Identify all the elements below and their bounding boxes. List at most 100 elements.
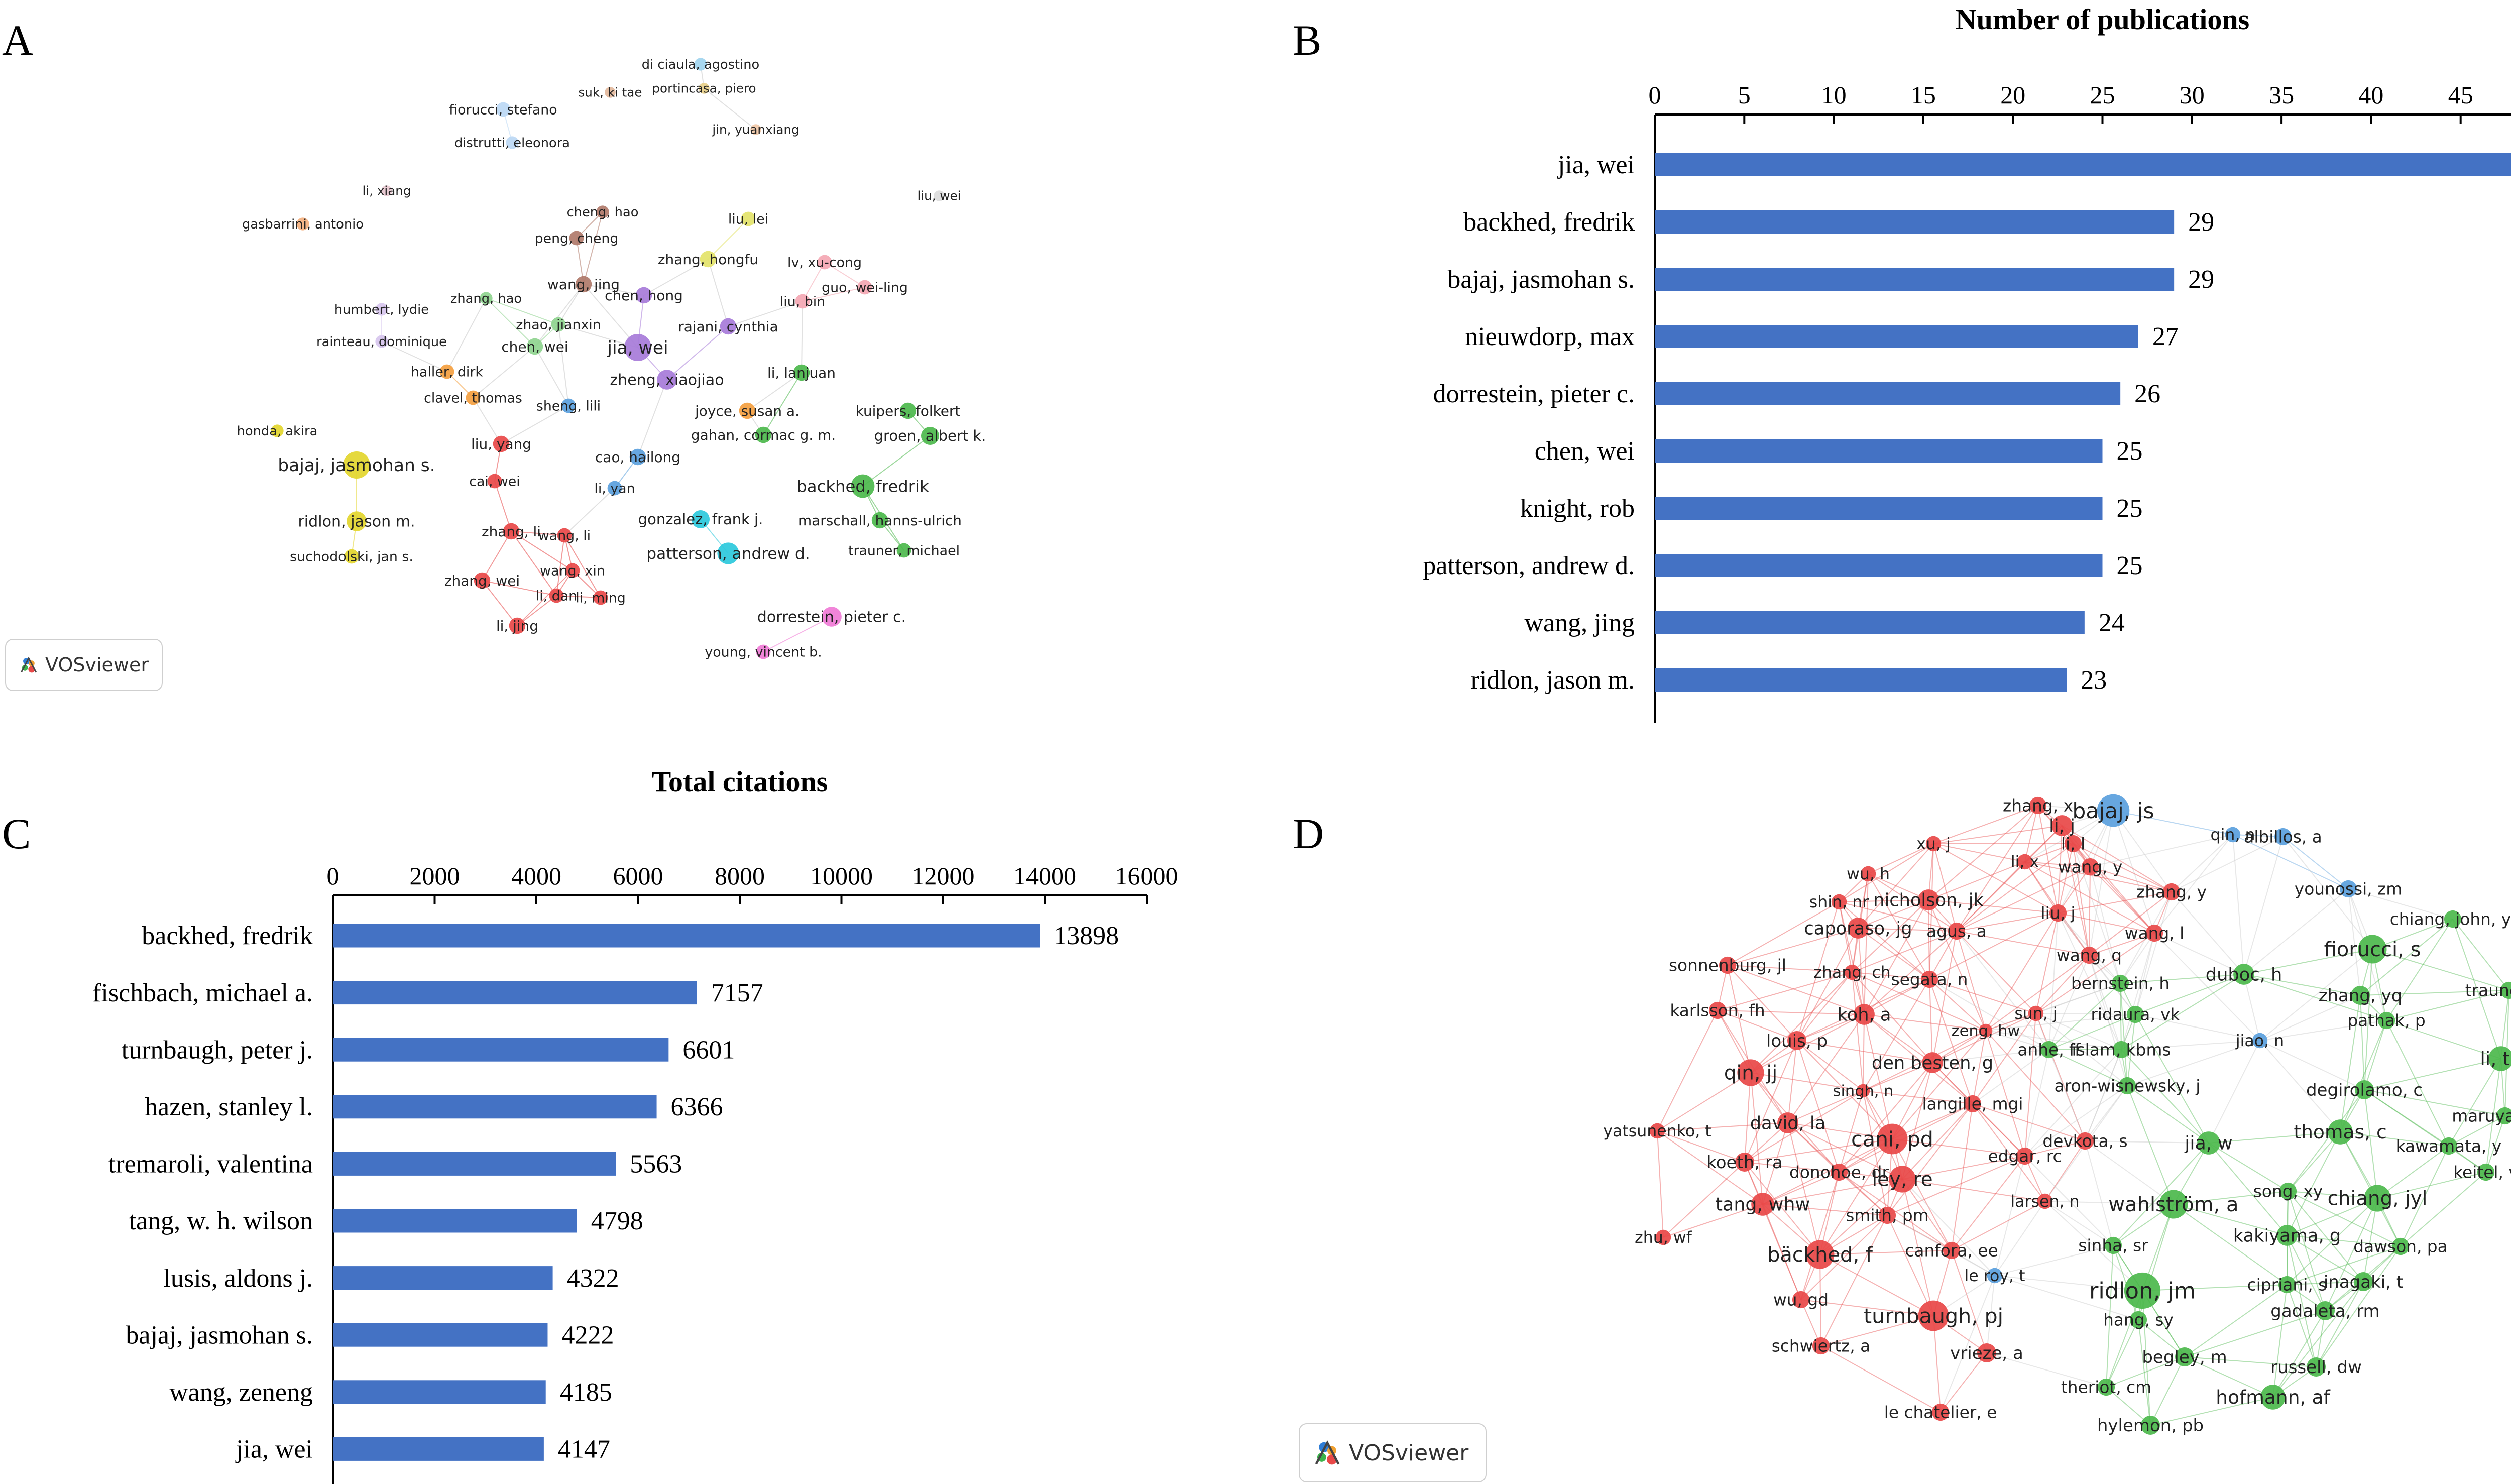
category-label: tang, w. h. wilson xyxy=(129,1207,313,1235)
node-label: vrieze, a xyxy=(1950,1343,2023,1363)
network-edge xyxy=(2348,888,2361,996)
network-edge xyxy=(482,531,512,581)
node-label: zhang, yq xyxy=(2319,986,2403,1006)
network-edge xyxy=(1887,1156,2025,1216)
network-edge xyxy=(1819,1254,1821,1346)
node-label: li, xiang xyxy=(363,184,411,198)
network-node xyxy=(795,294,810,309)
network-edge xyxy=(2400,1146,2449,1247)
network-node xyxy=(1920,970,1938,988)
network-node xyxy=(1848,918,1869,939)
network-node xyxy=(2097,1378,2115,1396)
node-label: cheng, hao xyxy=(567,205,639,220)
network-edge xyxy=(2372,949,2509,991)
network-edge xyxy=(1985,955,2090,1031)
data-label: 7157 xyxy=(711,979,763,1007)
network-edge xyxy=(1839,901,1957,932)
network-node xyxy=(1787,1031,1806,1050)
node-label: jia, w xyxy=(2184,1132,2232,1154)
network-edge xyxy=(1858,928,1930,980)
bar xyxy=(333,1266,553,1290)
network-edge xyxy=(2316,1246,2401,1367)
network-edge xyxy=(2272,1281,2364,1398)
node-label: peng, cheng xyxy=(535,231,619,246)
network-edge xyxy=(1839,1062,1933,1173)
network-edge xyxy=(558,324,569,406)
node-label: chiang, john, yl xyxy=(2390,909,2511,929)
network-edge xyxy=(1933,843,1957,932)
network-edge xyxy=(1744,1040,1797,1163)
network-node xyxy=(1792,1291,1810,1309)
node-label: marschall, hanns-ulrich xyxy=(798,512,962,529)
node-label: wang, l xyxy=(2125,924,2185,943)
network-edge xyxy=(2171,891,2244,975)
node-label: humbert, lydie xyxy=(334,302,429,317)
network-node xyxy=(474,572,491,589)
node-label: duboc, h xyxy=(2206,964,2282,985)
network-edge xyxy=(2035,1013,2136,1015)
node-label: shin, nr xyxy=(1809,893,1869,911)
network-edge xyxy=(2085,1140,2114,1246)
data-label: 4185 xyxy=(560,1378,612,1407)
network-node xyxy=(717,542,739,564)
network-node xyxy=(2197,1131,2220,1155)
network-edge xyxy=(704,88,756,130)
network-edge xyxy=(1744,1162,1820,1255)
network-edge xyxy=(1727,928,1859,966)
x-tick-label: 20 xyxy=(2000,81,2025,109)
network-edge xyxy=(1858,928,1865,1015)
citations-bar-chart: Total citations 0 2000 4000 6000 8000 10000 120… xyxy=(92,765,1178,1484)
network-node xyxy=(343,451,370,479)
network-edge xyxy=(1887,1215,1952,1251)
network-edge xyxy=(1796,901,1840,1041)
network-node xyxy=(271,424,284,437)
node-label: li, dan xyxy=(536,588,577,604)
network-edge xyxy=(2243,974,2260,1041)
network-edges xyxy=(1657,805,2509,1426)
node-label: di ciaula, agostino xyxy=(642,57,759,72)
node-label: bäckhed, f xyxy=(1767,1243,1873,1267)
network-edge xyxy=(2106,1245,2114,1388)
network-edge xyxy=(1744,1162,1801,1300)
network-edge xyxy=(1744,1138,1893,1163)
network-edge xyxy=(2288,1131,2341,1192)
network-edge xyxy=(2044,1201,2143,1291)
network-edge xyxy=(2364,1058,2501,1090)
node-label: tang, whw xyxy=(1716,1194,1810,1215)
network-node xyxy=(1925,836,1942,852)
network-edge xyxy=(1902,1179,1952,1251)
network-edge xyxy=(2085,1140,2209,1144)
node-label: le chatelier, e xyxy=(1884,1403,1997,1422)
network-node xyxy=(496,102,511,117)
network-edge xyxy=(2090,866,2121,984)
network-edge xyxy=(2135,974,2244,1015)
network-edge xyxy=(1892,1138,1952,1251)
network-edge xyxy=(1863,1090,1973,1104)
network-edge xyxy=(1985,912,2059,1031)
network-edge xyxy=(1868,873,1929,900)
bar xyxy=(333,1209,577,1233)
network-edge xyxy=(2024,1156,2114,1246)
network-node xyxy=(2358,935,2387,964)
network-node xyxy=(2488,1046,2511,1071)
node-label: segata, n xyxy=(1891,970,1968,989)
node-label: wang, xin xyxy=(540,563,605,579)
vosviewer-label: VOSviewer xyxy=(45,654,149,676)
network-edge xyxy=(2288,1089,2365,1192)
network-edge xyxy=(2035,983,2121,1014)
network-node xyxy=(2274,828,2292,846)
network-edge xyxy=(1852,931,1957,973)
network-node xyxy=(1931,1403,1950,1421)
category-label: backhed, fredrik xyxy=(1463,208,1635,237)
network-node xyxy=(2279,1182,2297,1200)
network-node xyxy=(1948,922,1966,940)
network-node xyxy=(2124,1272,2161,1309)
network-edge xyxy=(517,570,573,626)
network-edge xyxy=(2208,1131,2341,1144)
data-label: 25 xyxy=(2117,494,2143,523)
network-node xyxy=(2316,1301,2335,1320)
network-edge xyxy=(534,346,569,406)
network-edge xyxy=(2288,1191,2378,1199)
node-label: li, lanjuan xyxy=(767,365,836,381)
